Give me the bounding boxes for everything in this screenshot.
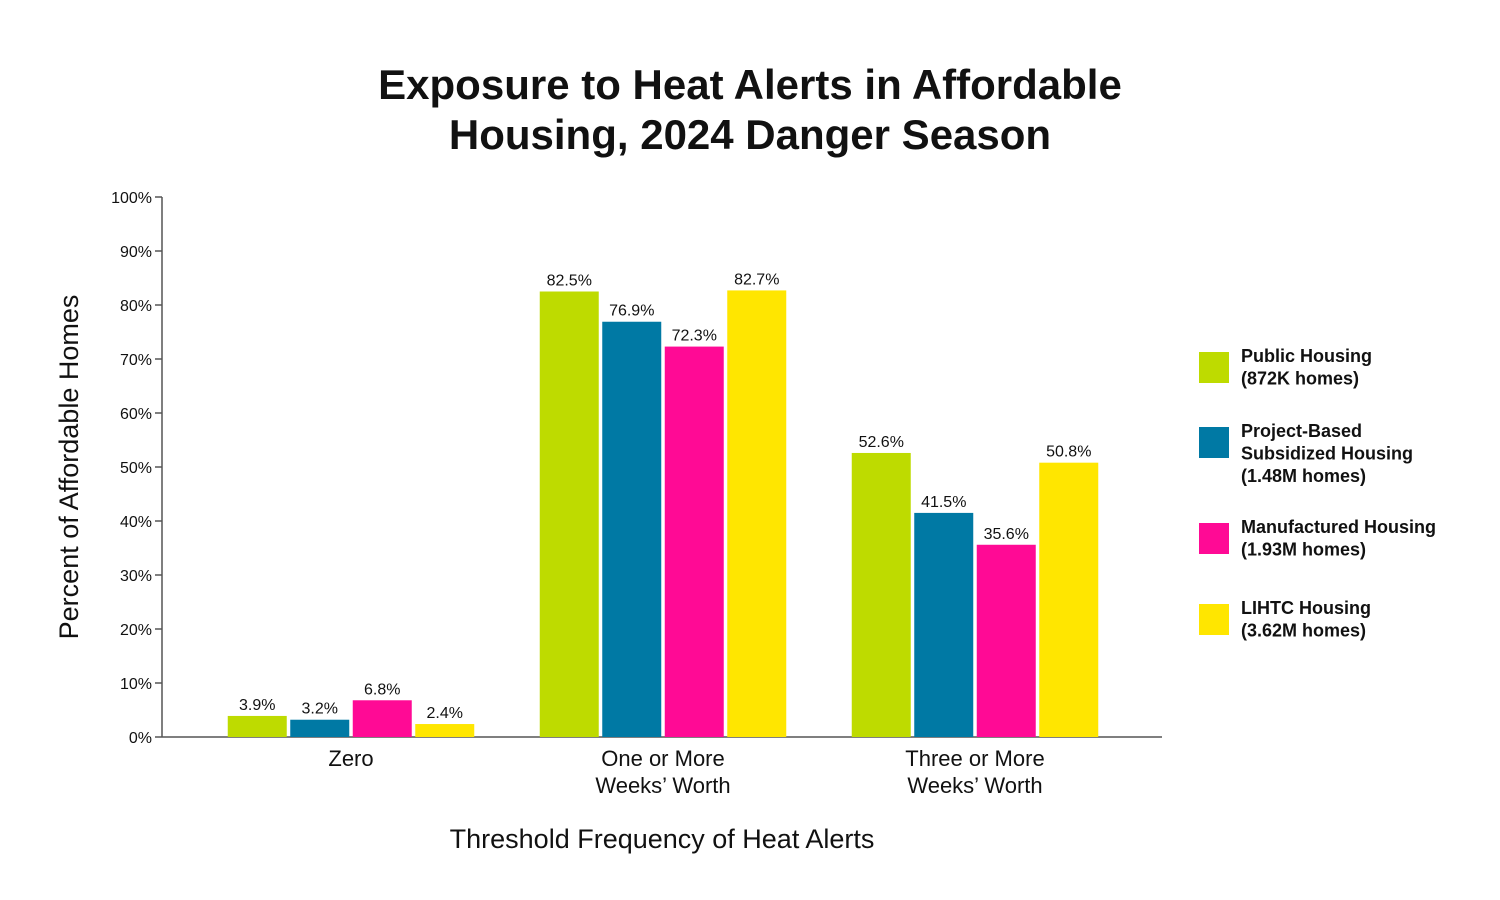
legend-label: LIHTC Housing: [1241, 598, 1371, 618]
data-label: 41.5%: [921, 494, 966, 511]
bar: [851, 452, 911, 737]
chart-title-line: Housing, 2024 Danger Season: [448, 111, 1052, 158]
bar: [664, 346, 724, 737]
y-tick-label: 30%: [120, 568, 152, 585]
legend-label: Manufactured Housing: [1241, 517, 1436, 537]
bar: [227, 715, 287, 737]
x-tick-label: Weeks’ Worth: [907, 773, 1042, 798]
chart-title: Exposure to Heat Alerts in Affordable Ho…: [0, 60, 1500, 160]
data-label: 35.6%: [984, 526, 1029, 543]
x-tick-label: Weeks’ Worth: [595, 773, 730, 798]
data-label: 3.2%: [302, 701, 338, 718]
bar: [727, 290, 787, 737]
data-label: 3.9%: [239, 697, 275, 714]
legend: Public Housing (872K homes) Project-Based S…: [1199, 346, 1436, 641]
legend-swatch: [1199, 523, 1229, 554]
data-label: 2.4%: [427, 705, 463, 722]
x-tick-label: One or More: [601, 746, 725, 771]
bar: [1039, 462, 1099, 737]
y-tick-label: 10%: [120, 676, 152, 693]
x-axis-label: Threshold Frequency of Heat Alerts: [450, 824, 875, 854]
y-tick-label: 20%: [120, 622, 152, 639]
bar: [976, 544, 1036, 737]
y-axis-label: Percent of Affordable Homes: [54, 295, 84, 640]
bar: [415, 724, 475, 737]
y-tick-label: 40%: [120, 514, 152, 531]
y-tick-label: 90%: [120, 244, 152, 261]
legend-label: (3.62M homes): [1241, 621, 1366, 641]
bar: [539, 291, 599, 737]
y-tick-label: 0%: [129, 730, 152, 747]
x-tick-label: Three or More: [905, 746, 1044, 771]
bar: [914, 512, 974, 737]
data-label: 52.6%: [859, 434, 904, 451]
y-tick-label: 50%: [120, 460, 152, 477]
legend-label: Public Housing: [1241, 346, 1372, 366]
legend-label: (1.93M homes): [1241, 540, 1366, 560]
legend-label: Subsidized Housing: [1241, 444, 1413, 464]
y-tick-label: 80%: [120, 298, 152, 315]
data-label: 76.9%: [609, 303, 654, 320]
chart-title-line: Exposure to Heat Alerts in Affordable: [378, 61, 1122, 108]
bars: 3.9% 3.2% 6.8% 2.4% Zero 82.5% 76.9% 72.3% 82.7%…: [227, 271, 1099, 798]
data-label: 82.5%: [547, 273, 592, 290]
legend-swatch: [1199, 352, 1229, 383]
legend-swatch: [1199, 604, 1229, 635]
y-tick-label: 100%: [111, 190, 152, 207]
x-tick-label: Zero: [328, 746, 373, 771]
bar: [290, 719, 350, 737]
axes: 0% 10% 20% 30% 40% 50% 60% 70% 80% 90% 100%: [111, 190, 1162, 747]
y-tick-label: 60%: [120, 406, 152, 423]
data-label: 50.8%: [1046, 444, 1091, 461]
legend-label: Project-Based: [1241, 421, 1362, 441]
bar: [602, 321, 662, 737]
data-label: 72.3%: [672, 328, 717, 345]
data-label: 6.8%: [364, 681, 400, 698]
legend-label: (1.48M homes): [1241, 466, 1366, 486]
legend-label: (872K homes): [1241, 369, 1359, 389]
legend-swatch: [1199, 427, 1229, 458]
bar: [352, 700, 412, 737]
data-label: 82.7%: [734, 271, 779, 288]
y-tick-label: 70%: [120, 352, 152, 369]
